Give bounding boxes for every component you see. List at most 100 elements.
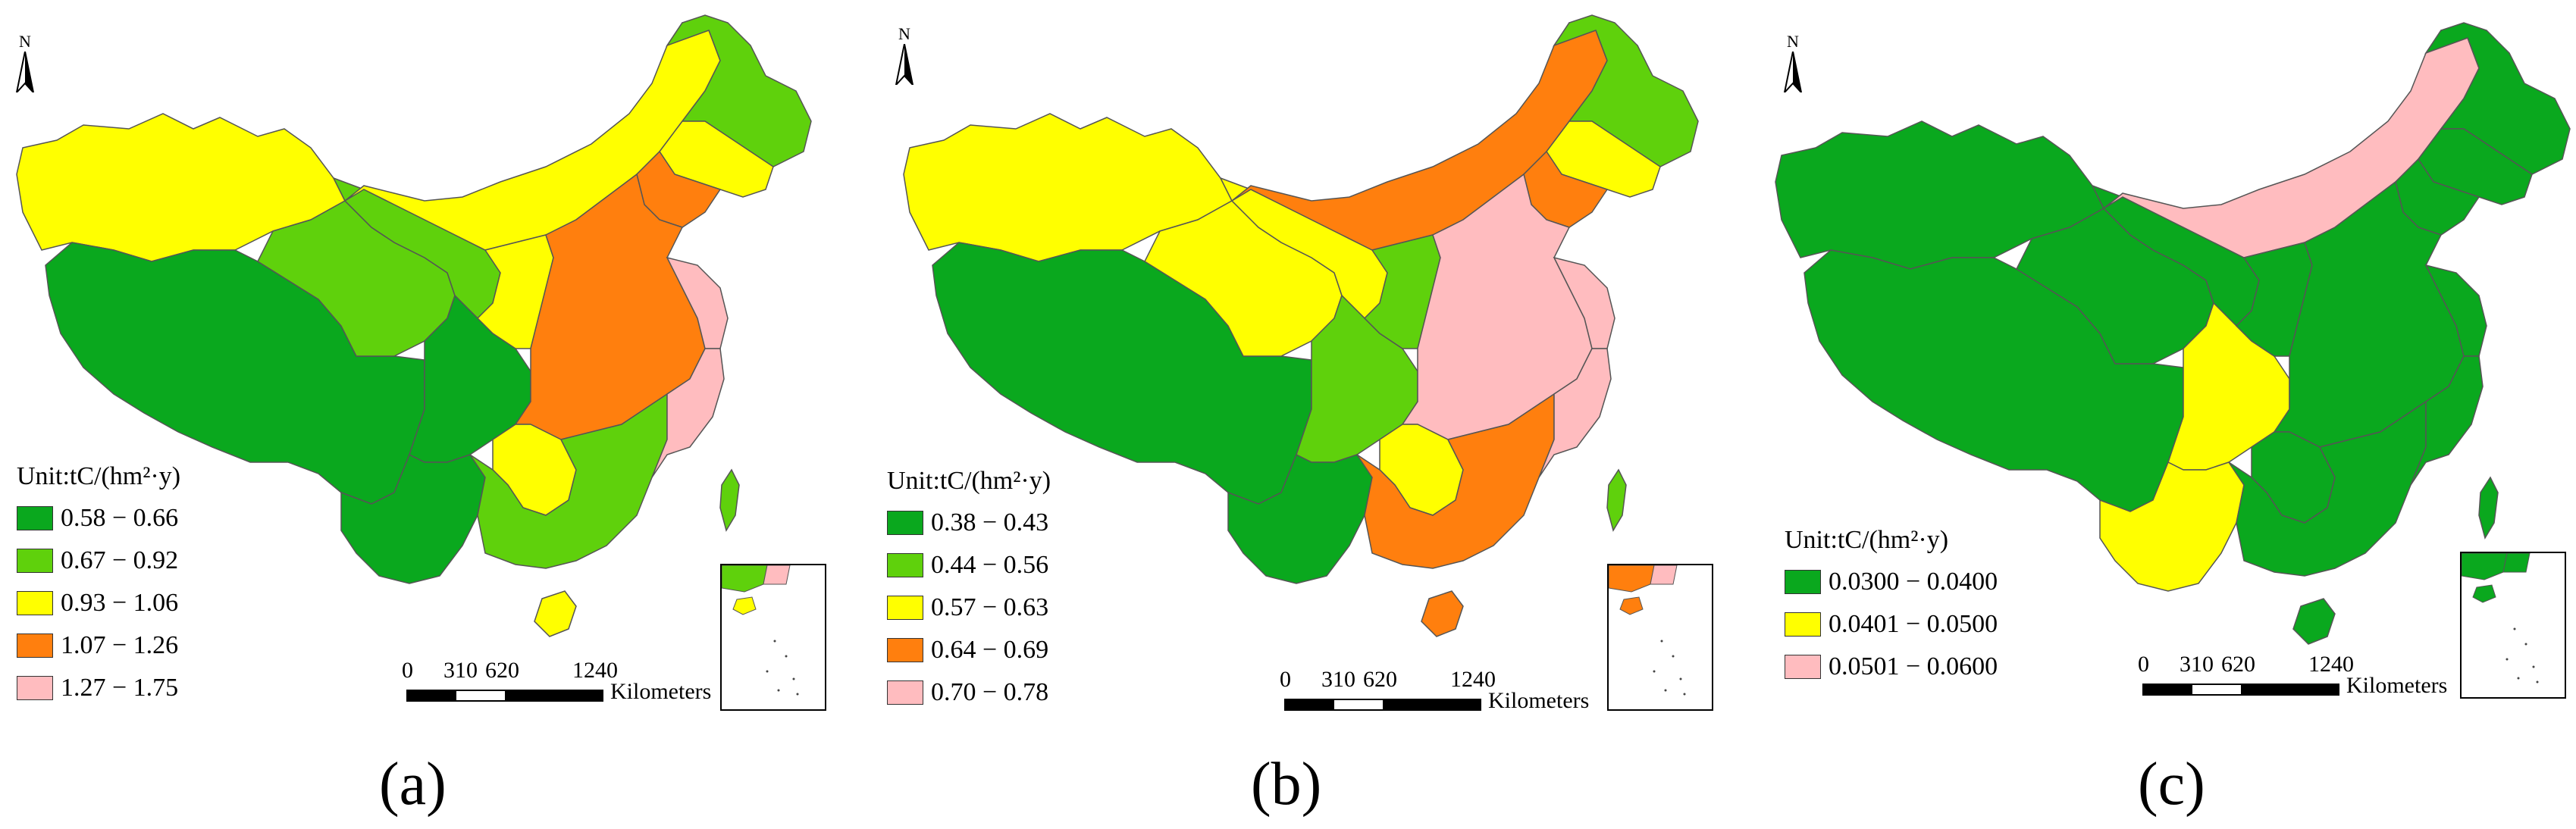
region-yunnan xyxy=(1227,453,1373,584)
scale-bar-graphic xyxy=(2142,684,2339,696)
scale-tick-label: 620 xyxy=(1363,667,1397,692)
caption-a: (a) xyxy=(379,751,447,818)
north-arrow: N xyxy=(1782,32,1804,97)
region-taiwan xyxy=(1606,468,1627,532)
legend-label: 0.0501 − 0.0600 xyxy=(1829,652,1998,680)
legend-item: 0.70 − 0.78 xyxy=(887,671,1051,714)
south-china-sea-inset-b xyxy=(1607,564,1713,711)
scale-tick-label: 1240 xyxy=(1450,667,1496,692)
scale-tick-label: 620 xyxy=(485,658,519,683)
south-china-sea-inset-c xyxy=(2460,552,2566,699)
legend-label: 0.38 − 0.43 xyxy=(931,508,1049,537)
legend-rows-b: 0.38 − 0.43 0.44 − 0.56 0.57 − 0.63 0.64 − … xyxy=(887,502,1051,714)
legend-swatch xyxy=(1785,655,1821,679)
legend-label: 0.64 − 0.69 xyxy=(931,636,1049,664)
legend-rows-c: 0.0300 − 0.0400 0.0401 − 0.0500 0.0501 − 0… xyxy=(1785,561,1998,688)
legend-item: 0.58 − 0.66 xyxy=(17,497,180,540)
region-fujian xyxy=(1538,348,1612,478)
legend-item: 1.27 − 1.75 xyxy=(17,667,180,709)
scale-bar-c: 0 310 620 1240 Kilometers xyxy=(2138,652,2487,698)
caption-c: (c) xyxy=(2138,751,2205,818)
scale-tick-label: 310 xyxy=(2180,652,2214,677)
region-fujian xyxy=(651,348,725,478)
north-label: N xyxy=(1787,32,1799,51)
legend-swatch xyxy=(887,511,923,535)
legend-label: 1.07 − 1.26 xyxy=(61,631,179,659)
legend-label: 0.58 − 0.66 xyxy=(61,504,179,532)
legend-c: Unit:tC/(hm²·y) 0.0300 − 0.0400 0.0401 − … xyxy=(1785,527,1998,688)
north-label: N xyxy=(19,32,31,51)
legend-item: 0.67 − 0.92 xyxy=(17,540,180,582)
legend-item: 0.0501 − 0.0600 xyxy=(1785,646,1998,688)
legend-swatch xyxy=(17,676,53,700)
region-yunnan xyxy=(340,453,486,584)
legend-swatch xyxy=(17,633,53,658)
inset-map xyxy=(1608,565,1686,696)
legend-item: 0.0300 − 0.0400 xyxy=(1785,561,1998,603)
legend-unit: Unit:tC/(hm²·y) xyxy=(17,462,181,490)
legend-swatch xyxy=(1785,570,1821,594)
choropleth-map-a xyxy=(16,14,812,637)
region-heilongjiang xyxy=(666,14,812,167)
legend-a: Unit:tC/(hm²·y) 0.58 − 0.66 0.67 − 0.92 0.… xyxy=(17,464,180,709)
legend-unit: Unit:tC/(hm²·y) xyxy=(1785,526,1949,554)
scale-tick-label: 0 xyxy=(2138,652,2149,677)
legend-unit: Unit:tC/(hm²·y) xyxy=(887,467,1051,495)
legend-label: 0.93 − 1.06 xyxy=(61,589,179,617)
scale-tick-label: 310 xyxy=(1321,667,1355,692)
legend-label: 1.27 − 1.75 xyxy=(61,674,179,702)
legend-label: 0.57 − 0.63 xyxy=(931,593,1049,621)
legend-item: 1.07 − 1.26 xyxy=(17,624,180,667)
region-heilongjiang xyxy=(1553,14,1699,167)
region-hainan xyxy=(1421,590,1464,637)
region-heilongjiang xyxy=(2424,22,2571,175)
north-arrow: N xyxy=(14,32,36,97)
legend-item: 0.57 − 0.63 xyxy=(887,587,1051,629)
legend-item: 0.0401 − 0.0500 xyxy=(1785,603,1998,646)
panel-b: N Unit:tC/(hm²·y) 0.38 − 0.43 0.44 − 0.56… xyxy=(879,0,1744,829)
legend-swatch xyxy=(887,553,923,577)
region-fujian xyxy=(2410,355,2484,486)
scale-unit-label: Kilometers xyxy=(1488,688,1590,713)
scale-tick-label: 1240 xyxy=(2308,652,2354,677)
caption-b: (b) xyxy=(1251,751,1322,818)
legend-swatch xyxy=(887,638,923,662)
legend-label: 0.44 − 0.56 xyxy=(931,551,1049,579)
legend-item: 0.93 − 1.06 xyxy=(17,582,180,624)
scale-tick-label: 0 xyxy=(402,658,413,683)
scale-tick-label: 1240 xyxy=(572,658,618,683)
legend-label: 0.0300 − 0.0400 xyxy=(1829,568,1998,596)
scale-tick-label: 0 xyxy=(1280,667,1291,692)
legend-label: 0.67 − 0.92 xyxy=(61,546,179,574)
legend-item: 0.64 − 0.69 xyxy=(887,629,1051,671)
region-hainan xyxy=(534,590,577,637)
scale-tick-label: 310 xyxy=(443,658,478,683)
legend-label: 0.70 − 0.78 xyxy=(931,678,1049,706)
north-label: N xyxy=(898,24,910,43)
legend-item: 0.38 − 0.43 xyxy=(887,502,1051,544)
legend-swatch xyxy=(1785,612,1821,637)
choropleth-map-b xyxy=(903,14,1699,637)
legend-swatch xyxy=(887,596,923,620)
region-taiwan xyxy=(719,468,740,532)
legend-label: 0.0401 − 0.0500 xyxy=(1829,610,1998,638)
region-taiwan xyxy=(2478,476,2499,540)
panel-c: N Unit:tC/(hm²·y) 0.0300 − 0.0400 0.0401 … xyxy=(1759,0,2576,829)
scale-bar-graphic xyxy=(406,690,603,702)
inset-map xyxy=(2461,552,2539,684)
legend-swatch xyxy=(17,549,53,573)
south-china-sea-inset-a xyxy=(720,564,826,711)
scale-bar-a: 0 310 620 1240 Kilometers xyxy=(402,658,751,704)
legend-rows-a: 0.58 − 0.66 0.67 − 0.92 0.93 − 1.06 1.07 − … xyxy=(17,497,180,709)
legend-item: 0.44 − 0.56 xyxy=(887,544,1051,587)
inset-map xyxy=(721,565,799,696)
scale-bar-graphic xyxy=(1284,699,1481,711)
legend-swatch xyxy=(17,591,53,615)
region-hainan xyxy=(2292,598,2336,645)
choropleth-map-c xyxy=(1775,22,2571,645)
north-arrow: N xyxy=(893,24,916,89)
region-yunnan xyxy=(2099,461,2245,592)
legend-b: Unit:tC/(hm²·y) 0.38 − 0.43 0.44 − 0.56 0.… xyxy=(887,468,1051,714)
scale-unit-label: Kilometers xyxy=(610,679,712,704)
panel-a: N Unit:tC/(hm²·y) 0.58 − 0.66 0.67 − 0.92… xyxy=(0,0,864,829)
